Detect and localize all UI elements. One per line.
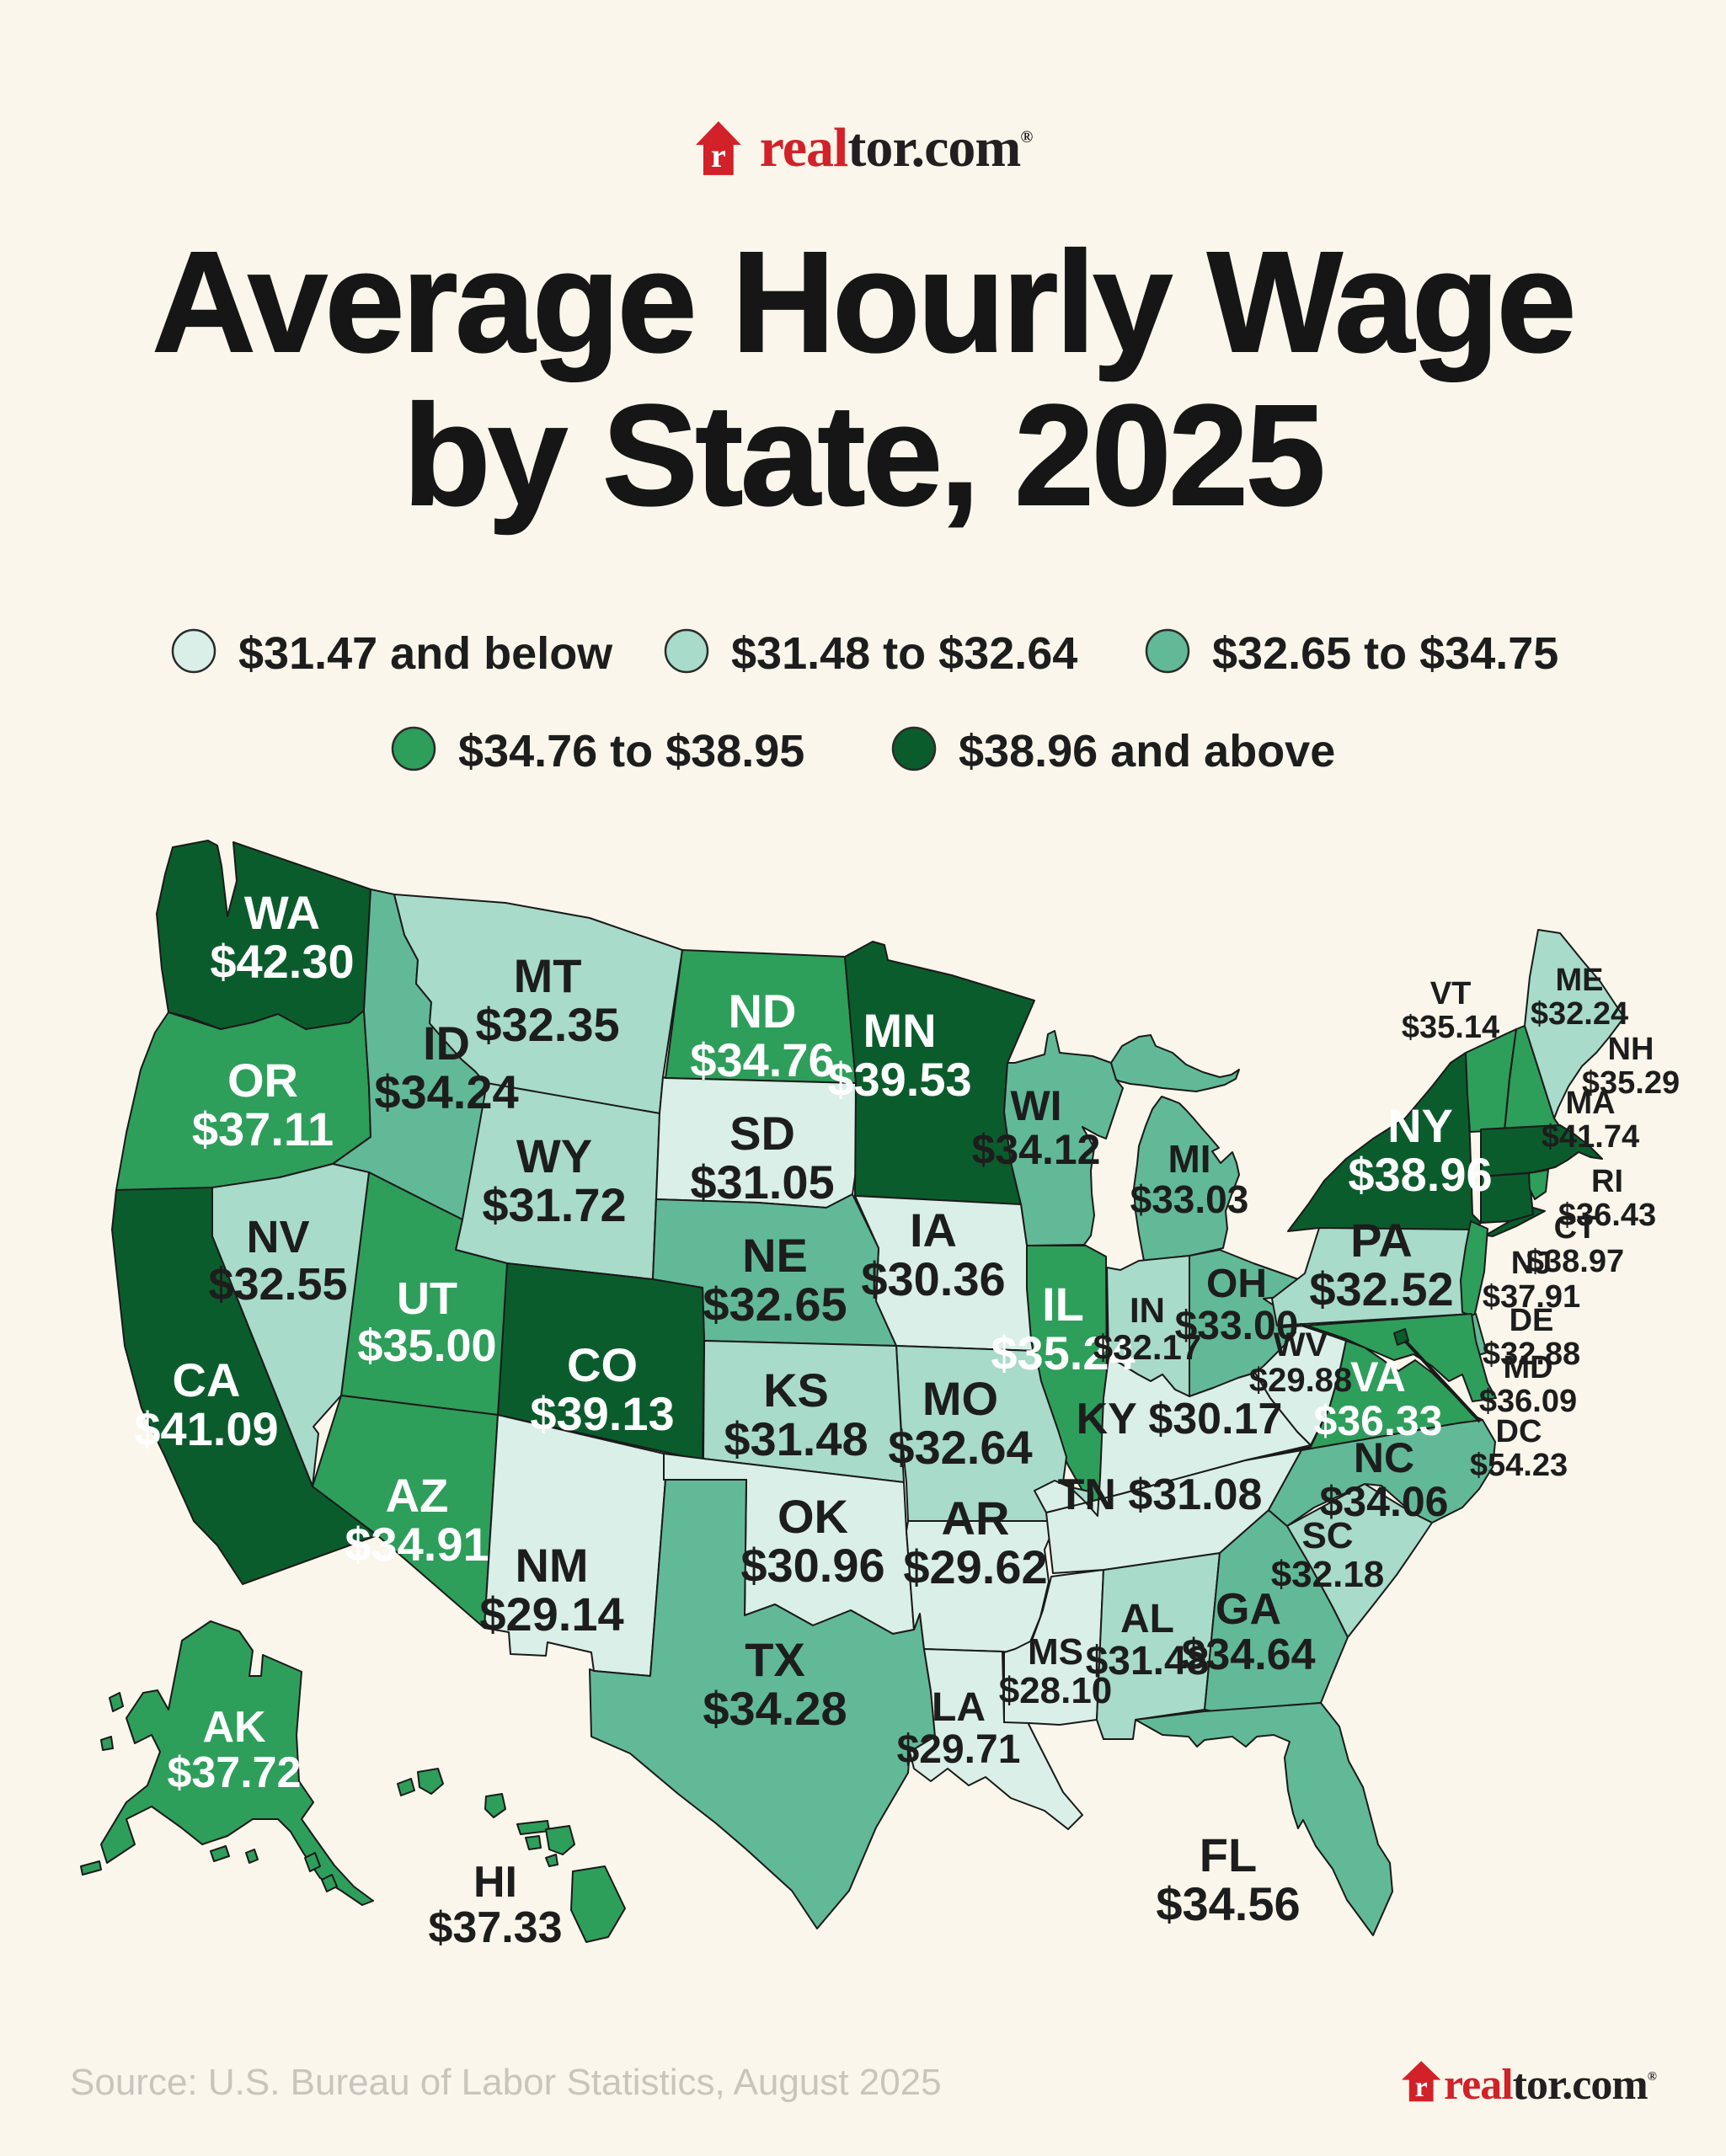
svg-text:ID$34.24: ID $34.24: [374, 1017, 518, 1118]
svg-text:MD$36.09: MD $36.09: [1479, 1350, 1577, 1419]
svg-text:AR$29.62: AR $29.62: [903, 1492, 1047, 1593]
svg-text:AZ$34.91: AZ $34.91: [345, 1469, 489, 1571]
svg-text:PA$32.52: PA $32.52: [1309, 1214, 1453, 1315]
svg-text:MT$32.35: MT $32.35: [475, 949, 619, 1051]
svg-text:SD$31.05: SD $31.05: [690, 1107, 834, 1209]
svg-text:ND$34.76: ND $34.76: [690, 985, 834, 1086]
svg-text:IA$30.36: IA $30.36: [861, 1203, 1005, 1305]
svg-text:$34.76 to $38.95: $34.76 to $38.95: [458, 726, 804, 776]
svg-text:OK$30.96: OK $30.96: [740, 1490, 884, 1592]
svg-text:MI$33.03: MI $33.03: [1130, 1137, 1249, 1221]
svg-text:SC$32.18: SC $32.18: [1271, 1515, 1385, 1595]
svg-text:NM$29.14: NM $29.14: [479, 1539, 623, 1641]
svg-text:WV$29.88: WV $29.88: [1249, 1326, 1352, 1399]
svg-text:OH$33.00: OH $33.00: [1175, 1262, 1299, 1348]
svg-text:IL$35.24: IL $35.24: [991, 1278, 1135, 1380]
svg-text:IN$32.17: IN $32.17: [1093, 1290, 1201, 1367]
svg-text:CT$38.97: CT $38.97: [1526, 1210, 1624, 1279]
svg-text:WY$31.72: WY $31.72: [482, 1129, 626, 1231]
svg-text:KS$31.48: KS $31.48: [724, 1364, 868, 1465]
svg-text:TN $31.08: TN $31.08: [1058, 1470, 1263, 1519]
svg-text:AL$31.48: AL $31.48: [1086, 1597, 1210, 1684]
svg-text:LA$29.71: LA $29.71: [897, 1685, 1021, 1772]
svg-text:WI$34.12: WI $34.12: [972, 1082, 1101, 1173]
svg-text:NH$35.29: NH $35.29: [1582, 1032, 1680, 1101]
svg-text:CO$39.13: CO $39.13: [530, 1338, 674, 1440]
svg-text:DC$54.23: DC $54.23: [1470, 1414, 1568, 1483]
svg-text:VA$36.33: VA $36.33: [1314, 1353, 1443, 1444]
svg-text:OR$37.11: OR $37.11: [192, 1054, 334, 1155]
svg-text:r: r: [711, 136, 726, 174]
svg-text:FL$34.56: FL $34.56: [1156, 1828, 1300, 1930]
svg-text:NJ$37.91: NJ $37.91: [1483, 1246, 1580, 1315]
svg-text:NC$34.06: NC $34.06: [1320, 1434, 1449, 1525]
svg-text:NE$32.65: NE $32.65: [703, 1229, 847, 1331]
svg-text:$32.65 to $34.75: $32.65 to $34.75: [1212, 628, 1558, 679]
svg-text:$31.48 to $32.64: $31.48 to $32.64: [731, 628, 1077, 679]
svg-text:VT$35.14: VT $35.14: [1402, 976, 1499, 1045]
svg-text:KY $30.17: KY $30.17: [1077, 1395, 1283, 1444]
svg-text:UT$35.00: UT $35.00: [357, 1273, 496, 1371]
svg-text:$31.47 and below: $31.47 and below: [238, 628, 613, 679]
svg-text:MN$39.53: MN $39.53: [827, 1004, 971, 1106]
svg-text:MS$28.10: MS $28.10: [999, 1631, 1113, 1711]
svg-text:ME$32.24: ME $32.24: [1531, 963, 1628, 1032]
svg-text:r: r: [1415, 2072, 1428, 2103]
svg-text:MO$32.64: MO $32.64: [888, 1372, 1032, 1474]
svg-text:NV$32.55: NV $32.55: [208, 1212, 347, 1310]
svg-text:NY$38.96: NY $38.96: [1348, 1099, 1492, 1201]
svg-text:TX$34.28: TX $34.28: [703, 1633, 847, 1735]
svg-text:$38.96 and above: $38.96 and above: [959, 726, 1335, 776]
svg-text:CA$41.09: CA $41.09: [134, 1353, 278, 1455]
svg-text:DE$32.88: DE $32.88: [1483, 1303, 1580, 1372]
svg-text:RI$36.43: RI $36.43: [1558, 1164, 1656, 1233]
svg-text:GA$34.64: GA $34.64: [1181, 1585, 1315, 1679]
svg-text:AK$37.72: AK $37.72: [167, 1703, 301, 1797]
svg-text:WA$42.30: WA $42.30: [210, 886, 354, 988]
svg-text:HI$37.33: HI $37.33: [428, 1858, 562, 1952]
svg-text:MA$41.74: MA $41.74: [1542, 1086, 1639, 1155]
